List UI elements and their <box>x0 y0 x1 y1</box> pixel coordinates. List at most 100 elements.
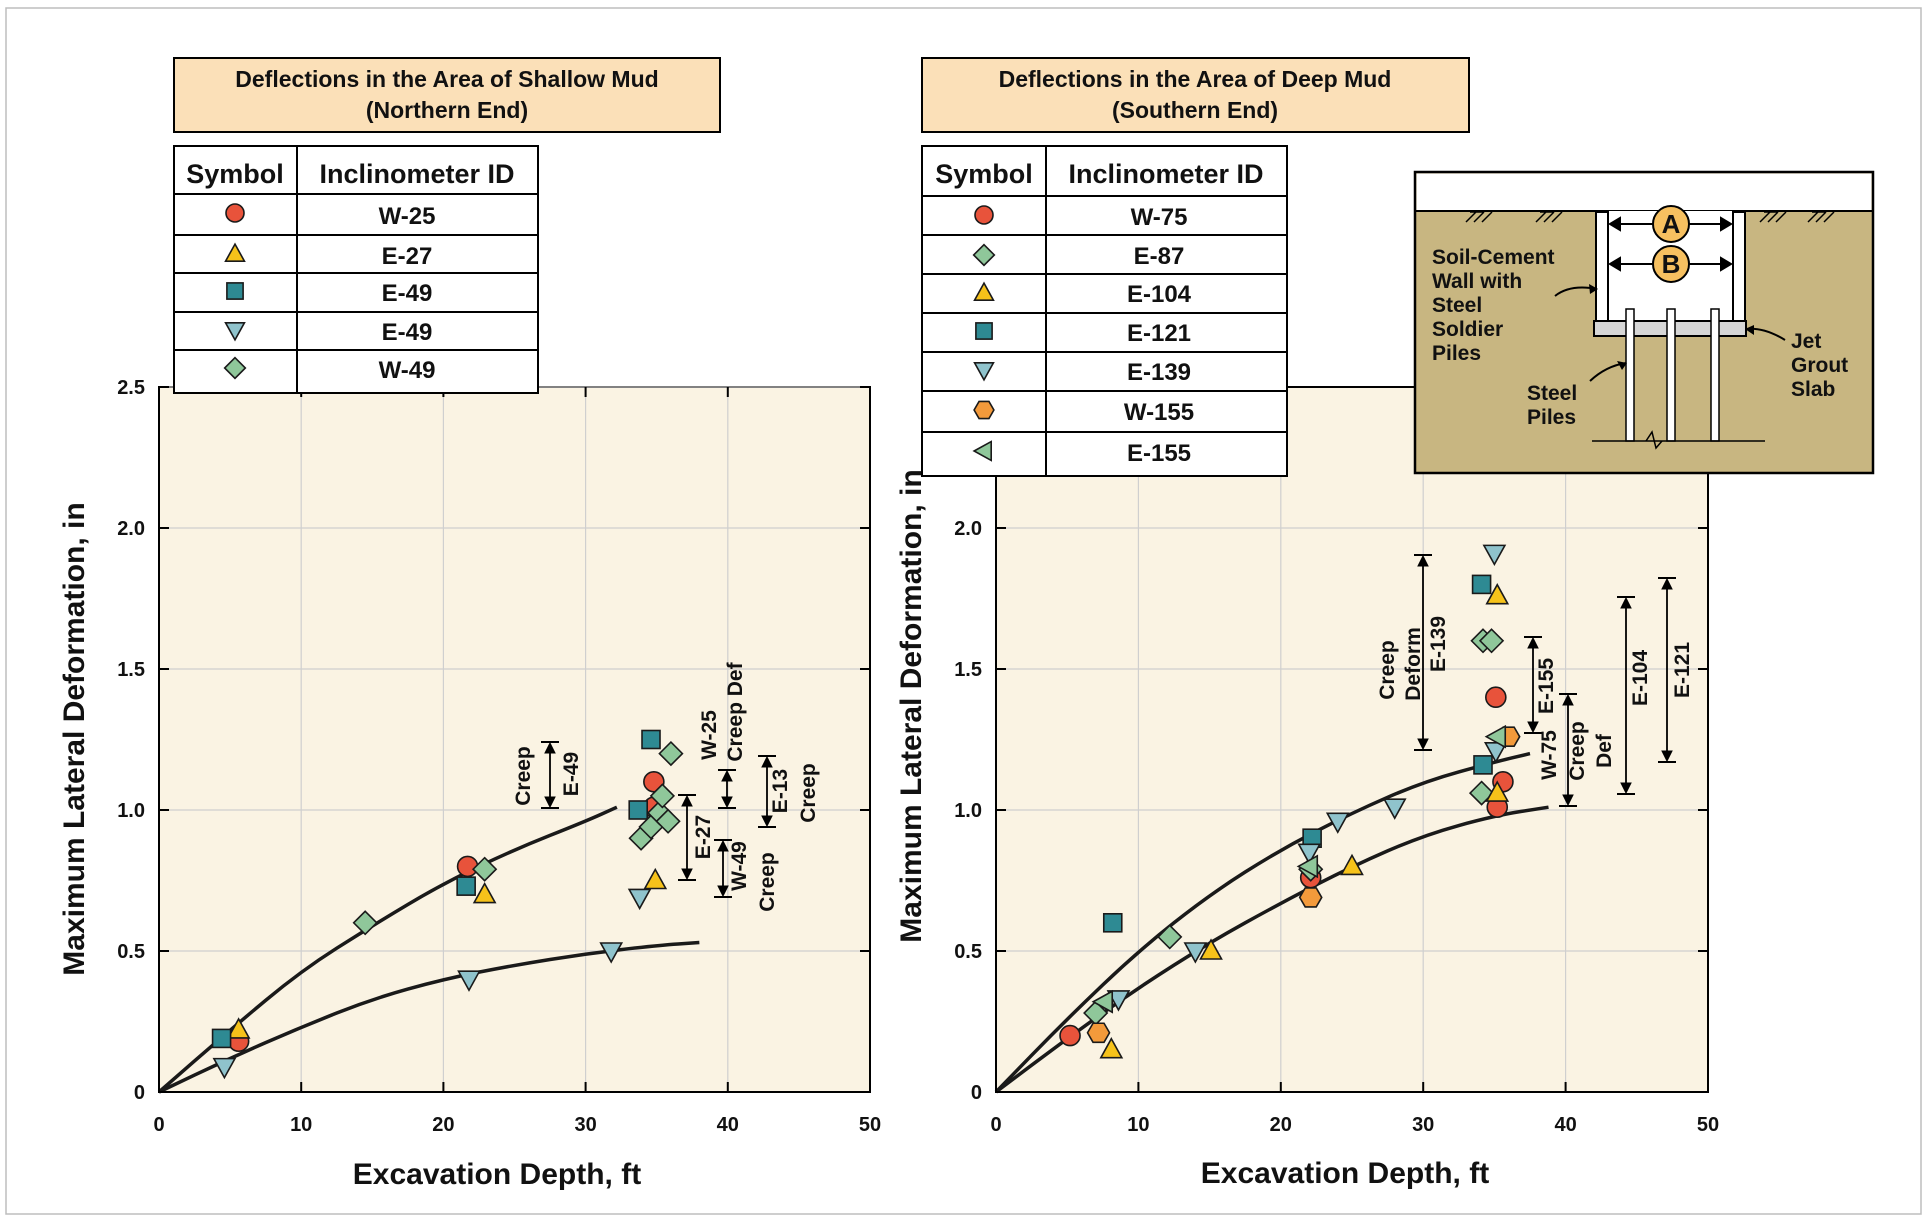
legend-symbol-e-87 <box>972 243 996 267</box>
legend-symbol-w-155 <box>973 400 995 420</box>
legend-symbols-deep <box>972 205 996 462</box>
bracket-e49 <box>541 741 559 809</box>
piles-label-2: Piles <box>1527 406 1576 429</box>
slab-label-1: Jet <box>1791 330 1821 353</box>
marker-e-139-triangle-down <box>1297 843 1322 865</box>
marker-e-49-triangle-down <box>457 970 481 992</box>
legend-deep: Symbol Inclinometer ID W-75 E-87 E-104 E… <box>921 145 1288 477</box>
trend-curve-1 <box>994 751 1531 1094</box>
marker-w-49-diamond <box>352 910 378 936</box>
marker-e-49-square <box>456 876 476 896</box>
legend-label-w75: W-75 <box>1131 204 1188 231</box>
annot-deform-e139: Deform <box>1402 627 1425 701</box>
legend-label-e27: E-27 <box>382 243 433 270</box>
marker-e-104-triangle-up <box>1340 853 1364 876</box>
soil-hatch-marks <box>1465 211 1835 223</box>
marker-e-139-triangle-down <box>1325 812 1350 834</box>
bracket-e155 <box>1524 636 1542 734</box>
marker-w-25-circle <box>643 770 665 793</box>
annot-e13: E-13 <box>769 769 792 813</box>
marker-e-139-triangle-down <box>1382 798 1407 820</box>
wall-label-1: Soil-Cement <box>1432 246 1555 269</box>
steel-pile-1 <box>1625 308 1635 442</box>
annot-e139: E-139 <box>1427 616 1450 672</box>
annot-e104: E-104 <box>1629 650 1652 706</box>
marker-w-49-diamond <box>658 740 684 767</box>
marker-w-49-diamond <box>472 856 498 882</box>
annot-e27: E-27 <box>692 815 715 859</box>
legend-label-e49-triangle: E-49 <box>382 319 433 346</box>
annot-w25: W-25 <box>698 710 721 760</box>
trend-curve-2 <box>994 805 1549 1094</box>
marker-w-155-hexagon <box>1086 1022 1111 1044</box>
bracket-w49 <box>714 839 732 898</box>
y-tick-label: 1.5 <box>117 659 145 681</box>
wall-label-3: Steel <box>1432 294 1482 317</box>
legend-label-e121: E-121 <box>1127 320 1191 347</box>
marker-e-104-triangle-up <box>1099 1037 1124 1059</box>
legend-symbol-e-155 <box>972 440 993 462</box>
legend-symbol-w-25 <box>225 203 245 223</box>
marker-e-139-triangle-down <box>1482 544 1507 567</box>
annot-e121: E-121 <box>1671 642 1694 698</box>
label-b-circle <box>1652 245 1690 283</box>
annot-e49: E-49 <box>560 752 583 796</box>
legend-symbol-e-27 <box>224 242 246 263</box>
label-a-circle <box>1652 205 1690 243</box>
x-tick-label: 30 <box>1412 1114 1434 1136</box>
marker-e-49-triangle-down <box>627 888 652 911</box>
marker-e-87-diamond <box>1478 628 1505 654</box>
chart-subtitle-deep: (Southern End) <box>1112 97 1278 123</box>
title-box-deep <box>921 57 1470 133</box>
annot-w49: W-49 <box>728 841 751 891</box>
bracket-e104 <box>1617 596 1635 795</box>
x-tick-label: 0 <box>990 1114 1001 1136</box>
x-tick-label: 10 <box>290 1114 312 1136</box>
legend-label-e104: E-104 <box>1127 281 1192 308</box>
chart-title-shallow: Deflections in the Area of Shallow Mud <box>235 66 658 92</box>
marker-w-155-hexagon <box>1298 887 1323 908</box>
marker-w-75-circle <box>1485 686 1507 709</box>
x-axis-title-shallow: Excavation Depth, ft <box>353 1158 641 1191</box>
legend-header-symbol-deep: Symbol <box>935 159 1033 189</box>
marker-e-49-square <box>641 729 661 750</box>
annot-creep-e49: Creep <box>512 746 535 806</box>
annot-e155: E-155 <box>1535 658 1558 714</box>
wall-label-2: Wall with <box>1432 270 1522 293</box>
x-tick-label: 40 <box>1554 1114 1576 1136</box>
legend-label-e49-square: E-49 <box>382 280 433 307</box>
bracket-e27 <box>678 794 696 881</box>
y-tick-label: 1.5 <box>954 659 982 681</box>
marker-e-104-triangle-up <box>1485 780 1510 802</box>
y-tick-label: 0 <box>971 1082 982 1104</box>
title-box-shallow <box>173 57 721 133</box>
marker-w-49-diamond <box>655 808 681 834</box>
ticks-shallow: 0 10 20 30 40 50 0 0.5 1.0 1.5 2.0 2.5 <box>117 377 881 1136</box>
bracket-e121 <box>1658 577 1676 763</box>
marker-e-155-triangle-left <box>1484 724 1507 749</box>
chart-subtitle-shallow: (Northern End) <box>366 97 528 123</box>
y-tick-label: 0 <box>134 1082 145 1104</box>
x-tick-label: 50 <box>1697 1114 1719 1136</box>
x-tick-label: 50 <box>859 1114 881 1136</box>
label-b: B <box>1662 249 1681 279</box>
trend-curves-deep <box>994 751 1549 1094</box>
y-tick-label: 2.0 <box>117 518 145 540</box>
marker-e-139-triangle-down <box>1183 942 1208 964</box>
legend-header-id-deep: Inclinometer ID <box>1068 159 1263 189</box>
marker-e-139-triangle-down <box>1106 990 1131 1012</box>
grid-shallow <box>159 386 870 1092</box>
panel-shallow-mud: 0 10 20 30 40 50 0 0.5 1.0 1.5 2.0 2.5 Creep E-49 W-2… <box>58 57 881 1191</box>
x-tick-label: 10 <box>1127 1114 1149 1136</box>
y-axis-title-deep: Maximum Lateral Deformation, in <box>895 469 928 942</box>
y-tick-label: 2.0 <box>954 518 982 540</box>
wall-label-4: Soldier <box>1432 318 1503 341</box>
marker-e-104-triangle-up <box>1485 583 1510 605</box>
marker-e-27-triangle-up <box>643 867 668 890</box>
legend-label-w155: W-155 <box>1124 399 1194 426</box>
